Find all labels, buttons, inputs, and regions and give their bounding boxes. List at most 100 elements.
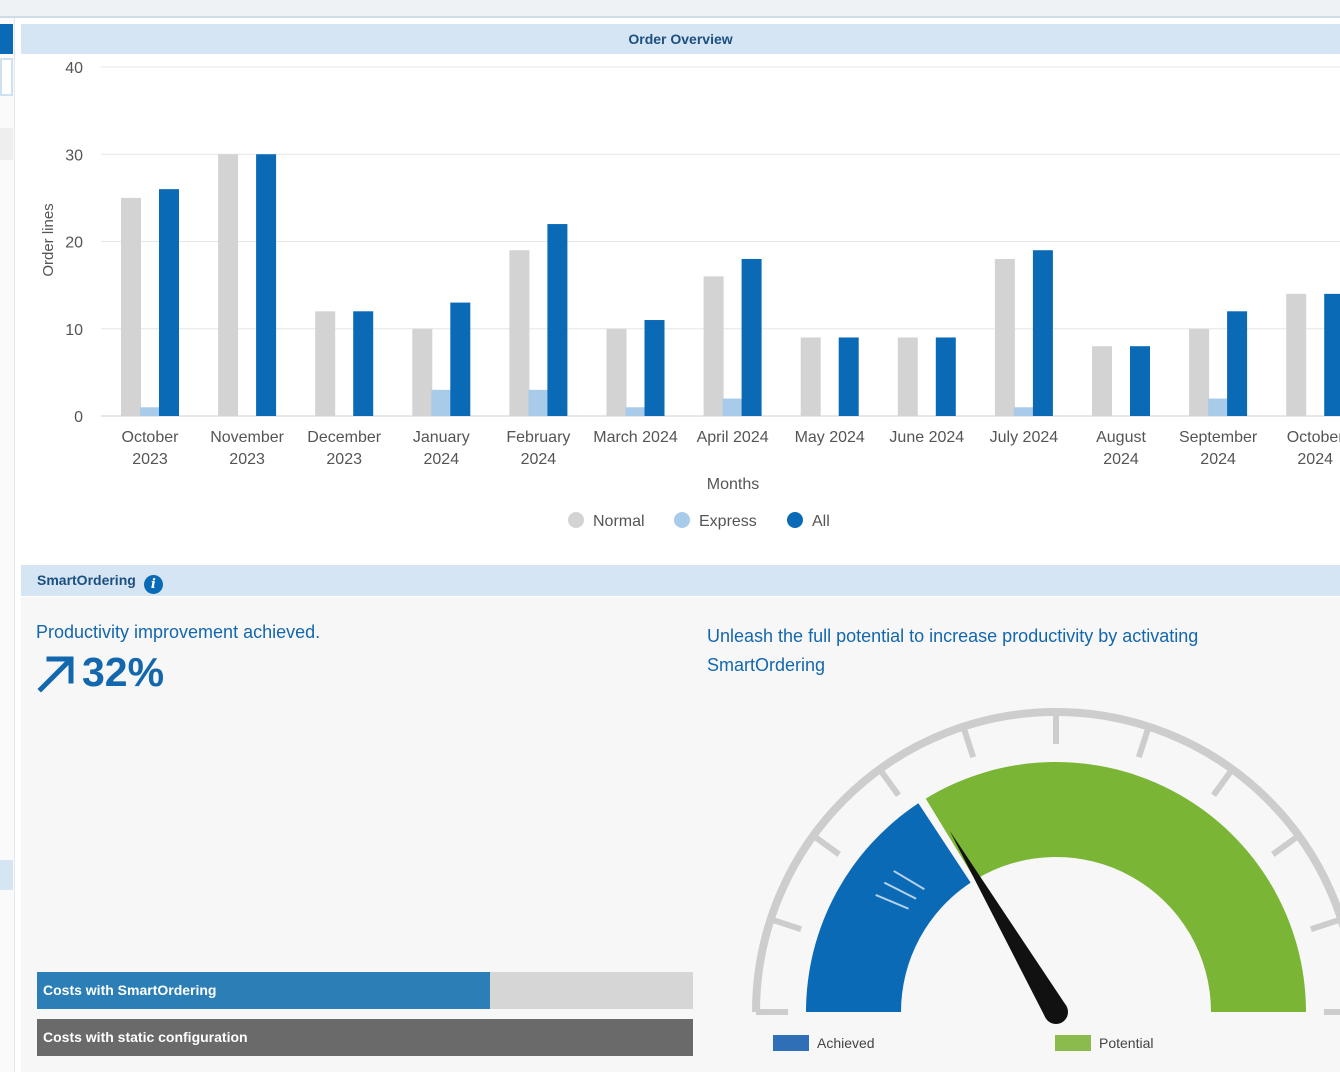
bar-normal bbox=[994, 258, 1015, 416]
legend-label-all: All bbox=[812, 513, 830, 530]
x-tick-label-year: 2023 bbox=[132, 451, 168, 468]
gauge-tick bbox=[1271, 833, 1301, 857]
legend-item-express[interactable]: Express bbox=[674, 512, 757, 531]
cost-bar-fill bbox=[37, 972, 490, 1009]
info-icon[interactable]: i bbox=[143, 575, 163, 594]
bar-express bbox=[140, 407, 160, 416]
gauge-tick bbox=[1135, 725, 1152, 759]
bar-all bbox=[1032, 250, 1053, 416]
smartordering-title: SmartOrdering bbox=[37, 572, 136, 588]
bar-normal bbox=[800, 337, 821, 416]
order-overview-chart: 0 10 20 30 40 Order lines October 2023 November 2… bbox=[40, 60, 1340, 493]
left-panel-row bbox=[0, 128, 13, 160]
left-panel-header bbox=[0, 860, 13, 890]
bar-all bbox=[547, 224, 568, 416]
gauge-highlight-mark bbox=[893, 870, 925, 891]
gauge-tick bbox=[1211, 767, 1235, 797]
potential-swatch bbox=[1055, 1035, 1091, 1051]
bar-normal bbox=[1092, 346, 1112, 416]
x-tick-label: April 2024 bbox=[697, 429, 769, 446]
bar-all bbox=[353, 311, 374, 416]
legend-label-normal: Normal bbox=[593, 513, 645, 530]
legend-dot-normal bbox=[568, 512, 584, 528]
bar-all bbox=[644, 320, 665, 416]
order-overview-title: Order Overview bbox=[628, 31, 733, 47]
order-overview-header: Order Overview bbox=[21, 24, 1340, 54]
x-tick-label: October bbox=[1287, 429, 1340, 446]
cost-label-smartordering: Costs with SmartOrdering bbox=[43, 982, 217, 998]
x-tick-label-year: 2024 bbox=[424, 451, 460, 468]
legend-label-express: Express bbox=[699, 513, 757, 530]
gauge-highlight-mark bbox=[875, 893, 909, 910]
y-tick-label: 40 bbox=[65, 60, 83, 77]
cost-bar-static: Costs with static configuration bbox=[37, 1019, 693, 1056]
bar-express bbox=[722, 398, 743, 416]
gauge-legend-potential: Potential bbox=[1055, 1035, 1153, 1051]
x-tick-label-year: 2024 bbox=[1297, 451, 1333, 468]
gauge-tick bbox=[960, 725, 977, 759]
bar-normal bbox=[121, 197, 141, 416]
bar-normal bbox=[412, 328, 433, 416]
bar-all bbox=[838, 337, 859, 416]
left-panel-field[interactable] bbox=[0, 58, 13, 96]
x-tick-label-year: 2024 bbox=[1200, 451, 1236, 468]
legend-item-normal[interactable]: Normal bbox=[568, 512, 645, 531]
bar-all bbox=[1130, 346, 1150, 416]
y-tick-label: 10 bbox=[65, 322, 83, 339]
left-panel-accent bbox=[0, 24, 13, 54]
legend-item-all[interactable]: All bbox=[787, 512, 830, 531]
productivity-gauge bbox=[752, 708, 1340, 1024]
gauge-needle-hub bbox=[1044, 1000, 1068, 1024]
cost-label-static: Costs with static configuration bbox=[43, 1029, 248, 1045]
x-tick-label-year: 2024 bbox=[1103, 451, 1139, 468]
x-tick-label: December bbox=[307, 429, 381, 446]
x-tick-label: August bbox=[1096, 429, 1146, 446]
cost-bar-fill bbox=[37, 1019, 693, 1056]
arrow-up-right-icon bbox=[37, 655, 74, 693]
cost-bar-smartordering: Costs with SmartOrdering bbox=[37, 972, 693, 1009]
smartordering-panel: Productivity improvement achieved. 32% U… bbox=[21, 597, 1340, 1072]
bar-normal bbox=[1189, 328, 1210, 416]
gauge-tick bbox=[769, 916, 803, 933]
x-tick-label-year: 2023 bbox=[326, 451, 362, 468]
gauge-achieved-arc bbox=[806, 803, 971, 1012]
bar-express bbox=[625, 407, 646, 416]
legend-dot-all bbox=[787, 512, 803, 528]
y-tick-label: 30 bbox=[65, 147, 83, 164]
productivity-value: 32% bbox=[82, 649, 165, 695]
gauge-needle bbox=[949, 830, 1067, 1019]
gauge-highlight-mark bbox=[883, 881, 917, 900]
bar-all bbox=[741, 258, 762, 416]
x-tick-label: June 2024 bbox=[889, 429, 964, 446]
x-tick-label: July 2024 bbox=[990, 429, 1059, 446]
bar-all bbox=[935, 337, 956, 416]
x-tick-label: March 2024 bbox=[593, 429, 678, 446]
potential-text: Unleash the full potential to increase p… bbox=[707, 626, 1199, 675]
bar-express bbox=[1013, 407, 1034, 416]
gauge-legend-potential-label: Potential bbox=[1099, 1035, 1154, 1051]
bar-normal bbox=[509, 250, 530, 416]
bar-all bbox=[450, 302, 471, 416]
bar-express bbox=[528, 389, 549, 416]
bar-normal bbox=[1286, 293, 1307, 416]
x-tick-label: November bbox=[210, 429, 284, 446]
gauge-legend-achieved-label: Achieved bbox=[817, 1035, 875, 1051]
x-tick-label: October bbox=[122, 429, 180, 446]
gauge-legend-achieved: Achieved bbox=[773, 1035, 875, 1051]
smartordering-header: SmartOrdering i bbox=[21, 565, 1340, 596]
bar-all bbox=[1227, 311, 1248, 416]
bar-normal bbox=[315, 311, 336, 416]
y-tick-label: 0 bbox=[74, 409, 83, 426]
x-axis-label: Months bbox=[707, 476, 759, 493]
legend-dot-express bbox=[674, 512, 690, 528]
bar-normal bbox=[606, 328, 627, 416]
x-tick-label: February bbox=[506, 429, 570, 446]
gauge-potential-arc bbox=[925, 762, 1306, 1012]
productivity-value-group: 32% bbox=[36, 649, 164, 696]
achieved-swatch bbox=[773, 1035, 809, 1051]
bar-all bbox=[1324, 293, 1340, 416]
gauge-tick bbox=[811, 833, 841, 857]
bar-all bbox=[159, 189, 179, 416]
top-bar bbox=[0, 0, 1340, 18]
bar-normal bbox=[218, 154, 239, 416]
